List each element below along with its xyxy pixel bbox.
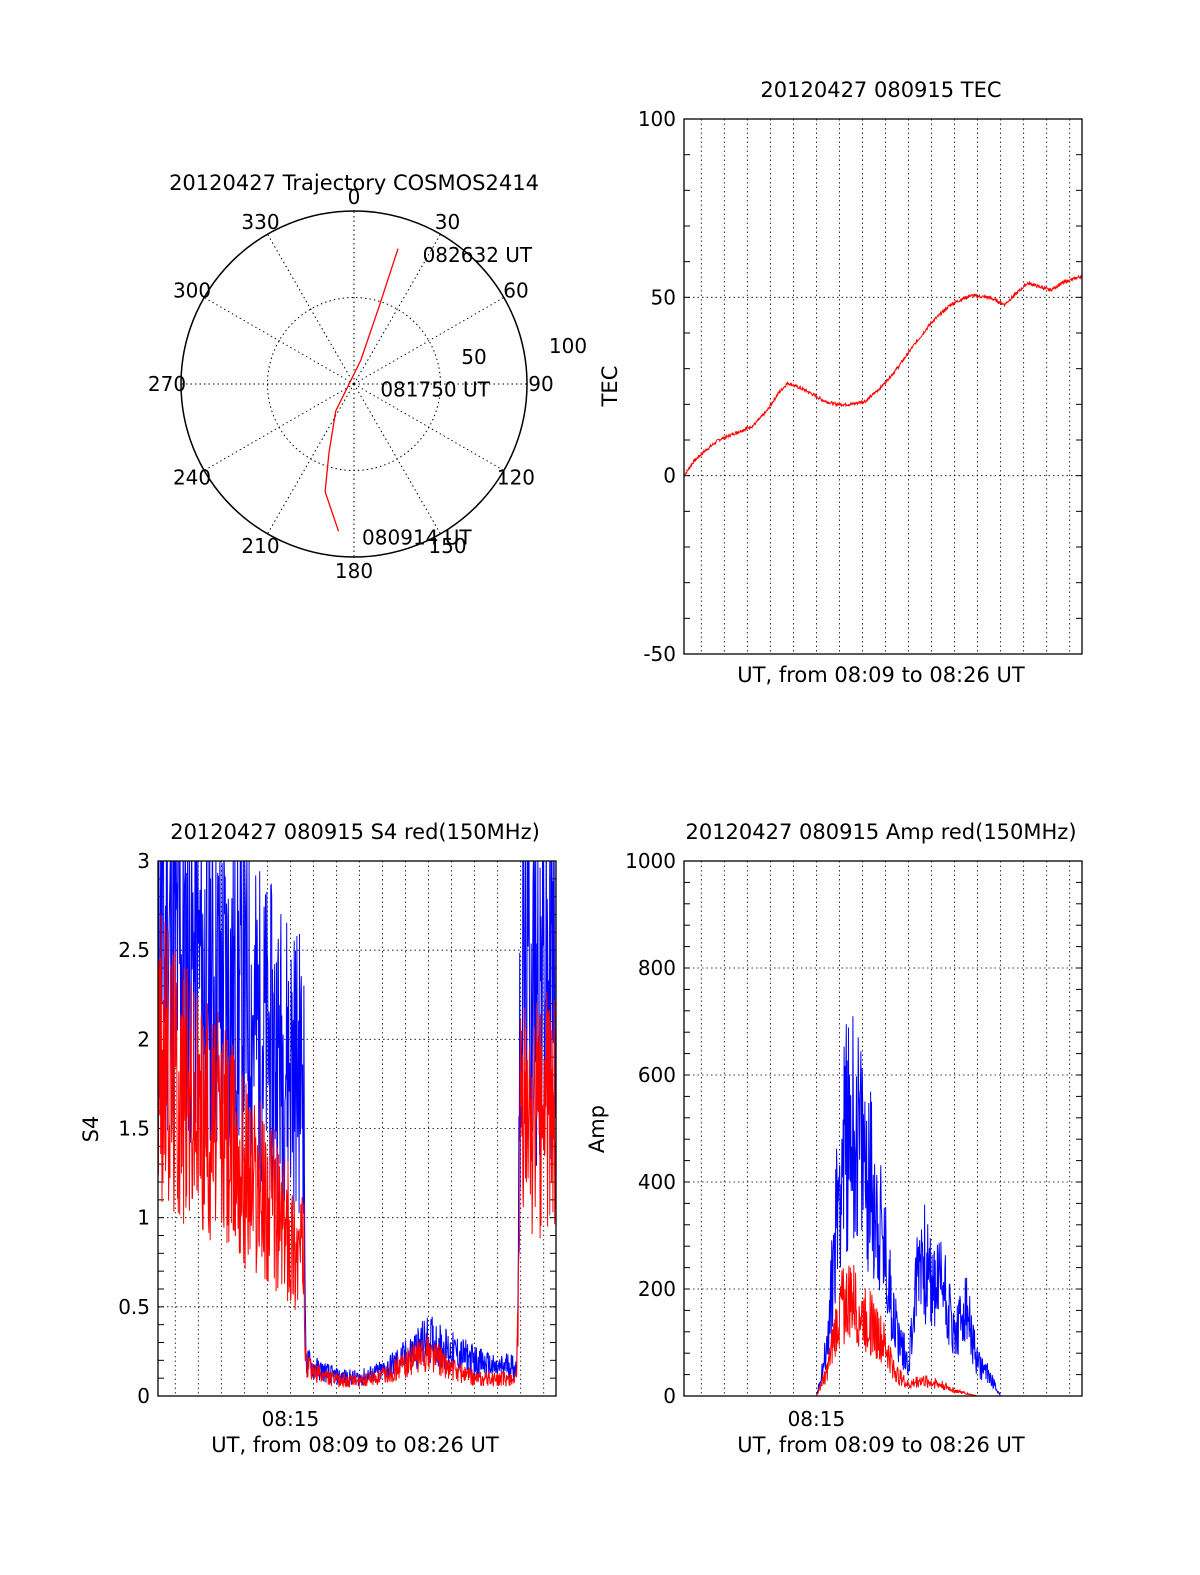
tec-xlabel: UT, from 08:09 to 08:26 UT <box>737 663 1025 687</box>
x-tick-label: 08:15 <box>788 1407 846 1431</box>
y-tick-label: 0 <box>663 464 676 488</box>
y-tick-label: -50 <box>643 642 676 666</box>
radial-tick-labels: 50 100 <box>461 334 587 369</box>
azimuth-label: 90 <box>528 372 553 396</box>
plot-frame <box>683 118 1083 655</box>
radial-tick-label: 100 <box>549 334 587 358</box>
plot-frame <box>683 860 1083 1397</box>
azimuth-label: 330 <box>241 210 279 234</box>
y-tick-label: 3 <box>137 849 150 873</box>
polar-spoke <box>267 383 355 535</box>
y-tick-label: 50 <box>651 285 676 309</box>
polar-spoke <box>353 233 441 385</box>
y-tick-label: 600 <box>638 1063 676 1087</box>
azimuth-label: 30 <box>435 210 460 234</box>
x-tick-label: 08:15 <box>262 1407 320 1431</box>
s4-ylabel: S4 <box>79 1116 103 1143</box>
y-tick-label: 800 <box>638 956 676 980</box>
y-tick-label: 200 <box>638 1277 676 1301</box>
amp-xlabel: UT, from 08:09 to 08:26 UT <box>737 1433 1025 1457</box>
time-annotation: 082632 UT <box>423 243 533 267</box>
y-tick-label: 0 <box>663 1384 676 1408</box>
azimuth-label: 270 <box>148 372 186 396</box>
azimuth-label: 60 <box>503 279 528 303</box>
polar-grid <box>181 211 527 557</box>
y-tick-label: 1 <box>137 1206 150 1230</box>
azimuth-label: 180 <box>335 559 373 583</box>
polar-spoke <box>267 233 355 385</box>
y-tick-label: 0.5 <box>118 1295 150 1319</box>
polar-spoke <box>353 383 505 471</box>
trajectory-line <box>324 248 399 532</box>
plot-area <box>684 860 1082 1397</box>
radial-tick-label: 50 <box>461 345 486 369</box>
polar-outer-circle <box>180 210 528 558</box>
series-line-blue <box>684 1016 1082 1396</box>
trajectory-title: 20120427 Trajectory COSMOS2414 <box>169 171 539 195</box>
polar-spoke <box>353 297 505 385</box>
y-tick-label: 2 <box>137 1027 150 1051</box>
series-line-blue <box>158 861 556 1388</box>
y-tick-label: 1.5 <box>118 1117 150 1141</box>
y-tick-label: 0 <box>137 1384 150 1408</box>
tec-plot: 20120427 080915 TEC UT, from 08:09 to 08… <box>598 78 1083 687</box>
tec-ylabel: TEC <box>598 366 622 408</box>
polar-spoke <box>353 383 441 535</box>
plot-area <box>684 118 1082 655</box>
plot-frame <box>157 860 557 1397</box>
polar-spoke <box>203 297 355 385</box>
amp-ylabel: Amp <box>585 1105 609 1153</box>
azimuth-labels: 0 30 60 90 120 150 180 210 240 270 300 330 <box>148 185 554 583</box>
s4-plot: 20120427 080915 S4 red(150MHz) UT, from … <box>79 820 557 1457</box>
azimuth-label: 0 <box>348 185 361 209</box>
y-tick-label: 1000 <box>625 849 676 873</box>
azimuth-label: 210 <box>241 534 279 558</box>
azimuth-label: 240 <box>173 466 211 490</box>
s4-xlabel: UT, from 08:09 to 08:26 UT <box>211 1433 499 1457</box>
tec-title: 20120427 080915 TEC <box>760 78 1001 102</box>
time-annotation: 080914 UT <box>362 526 472 550</box>
time-annotation: 081750 UT <box>380 378 490 402</box>
series-line-red <box>684 274 1082 477</box>
azimuth-label: 300 <box>173 279 211 303</box>
trajectory-annotations: 080914 UT 081750 UT 082632 UT <box>362 243 533 550</box>
amp-title: 20120427 080915 Amp red(150MHz) <box>685 820 1076 844</box>
azimuth-label: 120 <box>497 466 535 490</box>
azimuth-label: 150 <box>428 534 466 558</box>
trajectory-polar-plot: 20120427 Trajectory COSMOS2414 0 30 60 90 12… <box>148 171 587 583</box>
s4-title: 20120427 080915 S4 red(150MHz) <box>170 820 540 844</box>
y-tick-label: 100 <box>638 107 676 131</box>
y-tick-label: 400 <box>638 1170 676 1194</box>
y-tick-label: 2.5 <box>118 938 150 962</box>
series-line-red <box>158 914 556 1389</box>
polar-spoke <box>203 383 355 471</box>
series-line-red <box>684 1264 1082 1396</box>
amp-plot: 20120427 080915 Amp red(150MHz) UT, from… <box>585 820 1083 1457</box>
